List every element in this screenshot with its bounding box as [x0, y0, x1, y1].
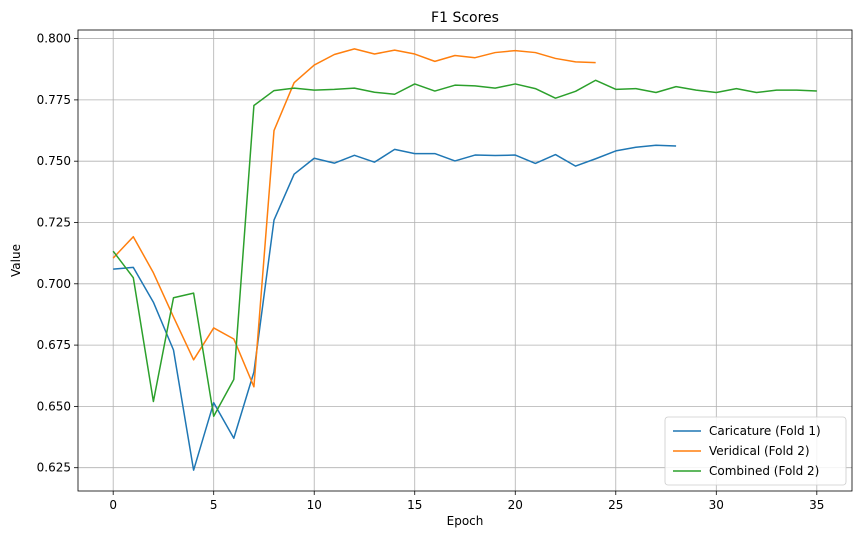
- series-line-3: [112, 79, 817, 417]
- x-tick-label: 15: [407, 498, 422, 512]
- y-tick-label: 0.800: [37, 32, 71, 46]
- plot-frame: [77, 29, 853, 492]
- series-lines: [112, 48, 817, 471]
- grid: [78, 30, 852, 491]
- x-axis-ticks: 0 5 10 15 20 25 30 35: [109, 491, 824, 512]
- legend-label: Caricature (Fold 1): [709, 424, 821, 438]
- x-axis-label: Epoch: [447, 514, 484, 528]
- x-tick-label: 0: [109, 498, 117, 512]
- chart-title: F1 Scores: [431, 10, 499, 26]
- legend-label: Veridical (Fold 2): [709, 444, 810, 458]
- series-line-2: [112, 48, 596, 388]
- y-axis-label: Value: [9, 244, 23, 277]
- x-tick-label: 10: [307, 498, 322, 512]
- y-tick-label: 0.750: [37, 154, 71, 168]
- x-tick-label: 20: [508, 498, 523, 512]
- x-tick-label: 35: [809, 498, 824, 512]
- x-tick-label: 5: [210, 498, 218, 512]
- y-tick-label: 0.625: [37, 461, 71, 475]
- y-tick-label: 0.700: [37, 277, 71, 291]
- y-tick-label: 0.650: [37, 399, 71, 413]
- legend: Caricature (Fold 1) Veridical (Fold 2) Com…: [664, 416, 847, 486]
- legend-box: [664, 416, 847, 486]
- y-tick-label: 0.675: [37, 338, 71, 352]
- y-tick-label: 0.725: [37, 215, 71, 229]
- series-line-1: [113, 144, 677, 471]
- x-tick-label: 30: [709, 498, 724, 512]
- y-tick-label: 0.775: [37, 93, 71, 107]
- x-tick-label: 25: [608, 498, 623, 512]
- y-axis-ticks: 0.625 0.650 0.675 0.700 0.725 0.750 0.775 0.800: [37, 32, 78, 475]
- legend-label: Combined (Fold 2): [709, 464, 819, 478]
